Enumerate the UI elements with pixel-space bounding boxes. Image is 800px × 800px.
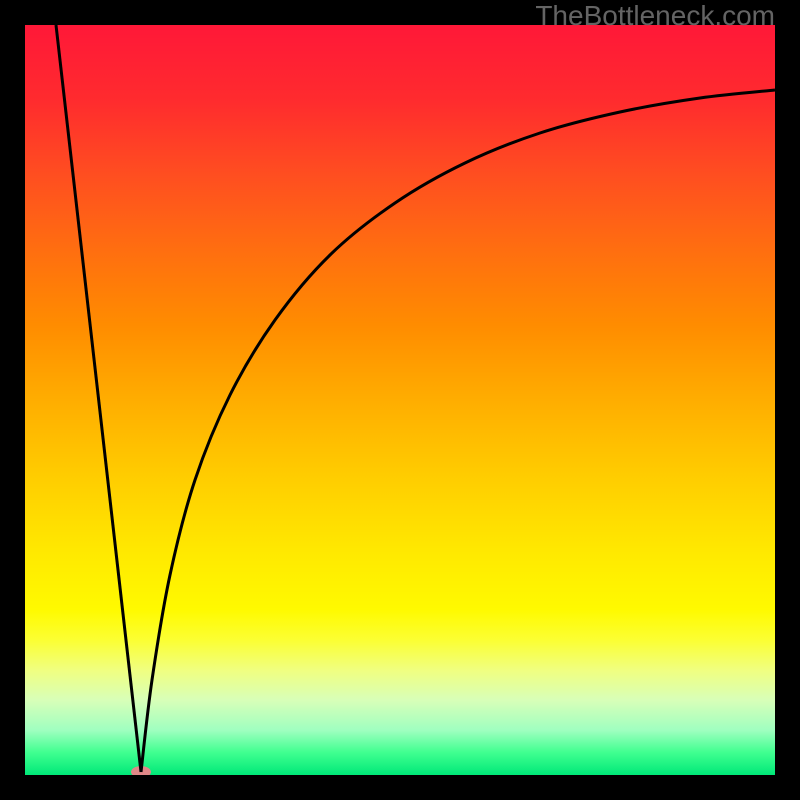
frame-border xyxy=(0,775,800,800)
frame-border xyxy=(775,0,800,800)
plot-background xyxy=(25,25,775,775)
watermark-text: TheBottleneck.com xyxy=(535,0,775,32)
frame-border xyxy=(0,0,25,800)
bottleneck-chart xyxy=(0,0,800,800)
